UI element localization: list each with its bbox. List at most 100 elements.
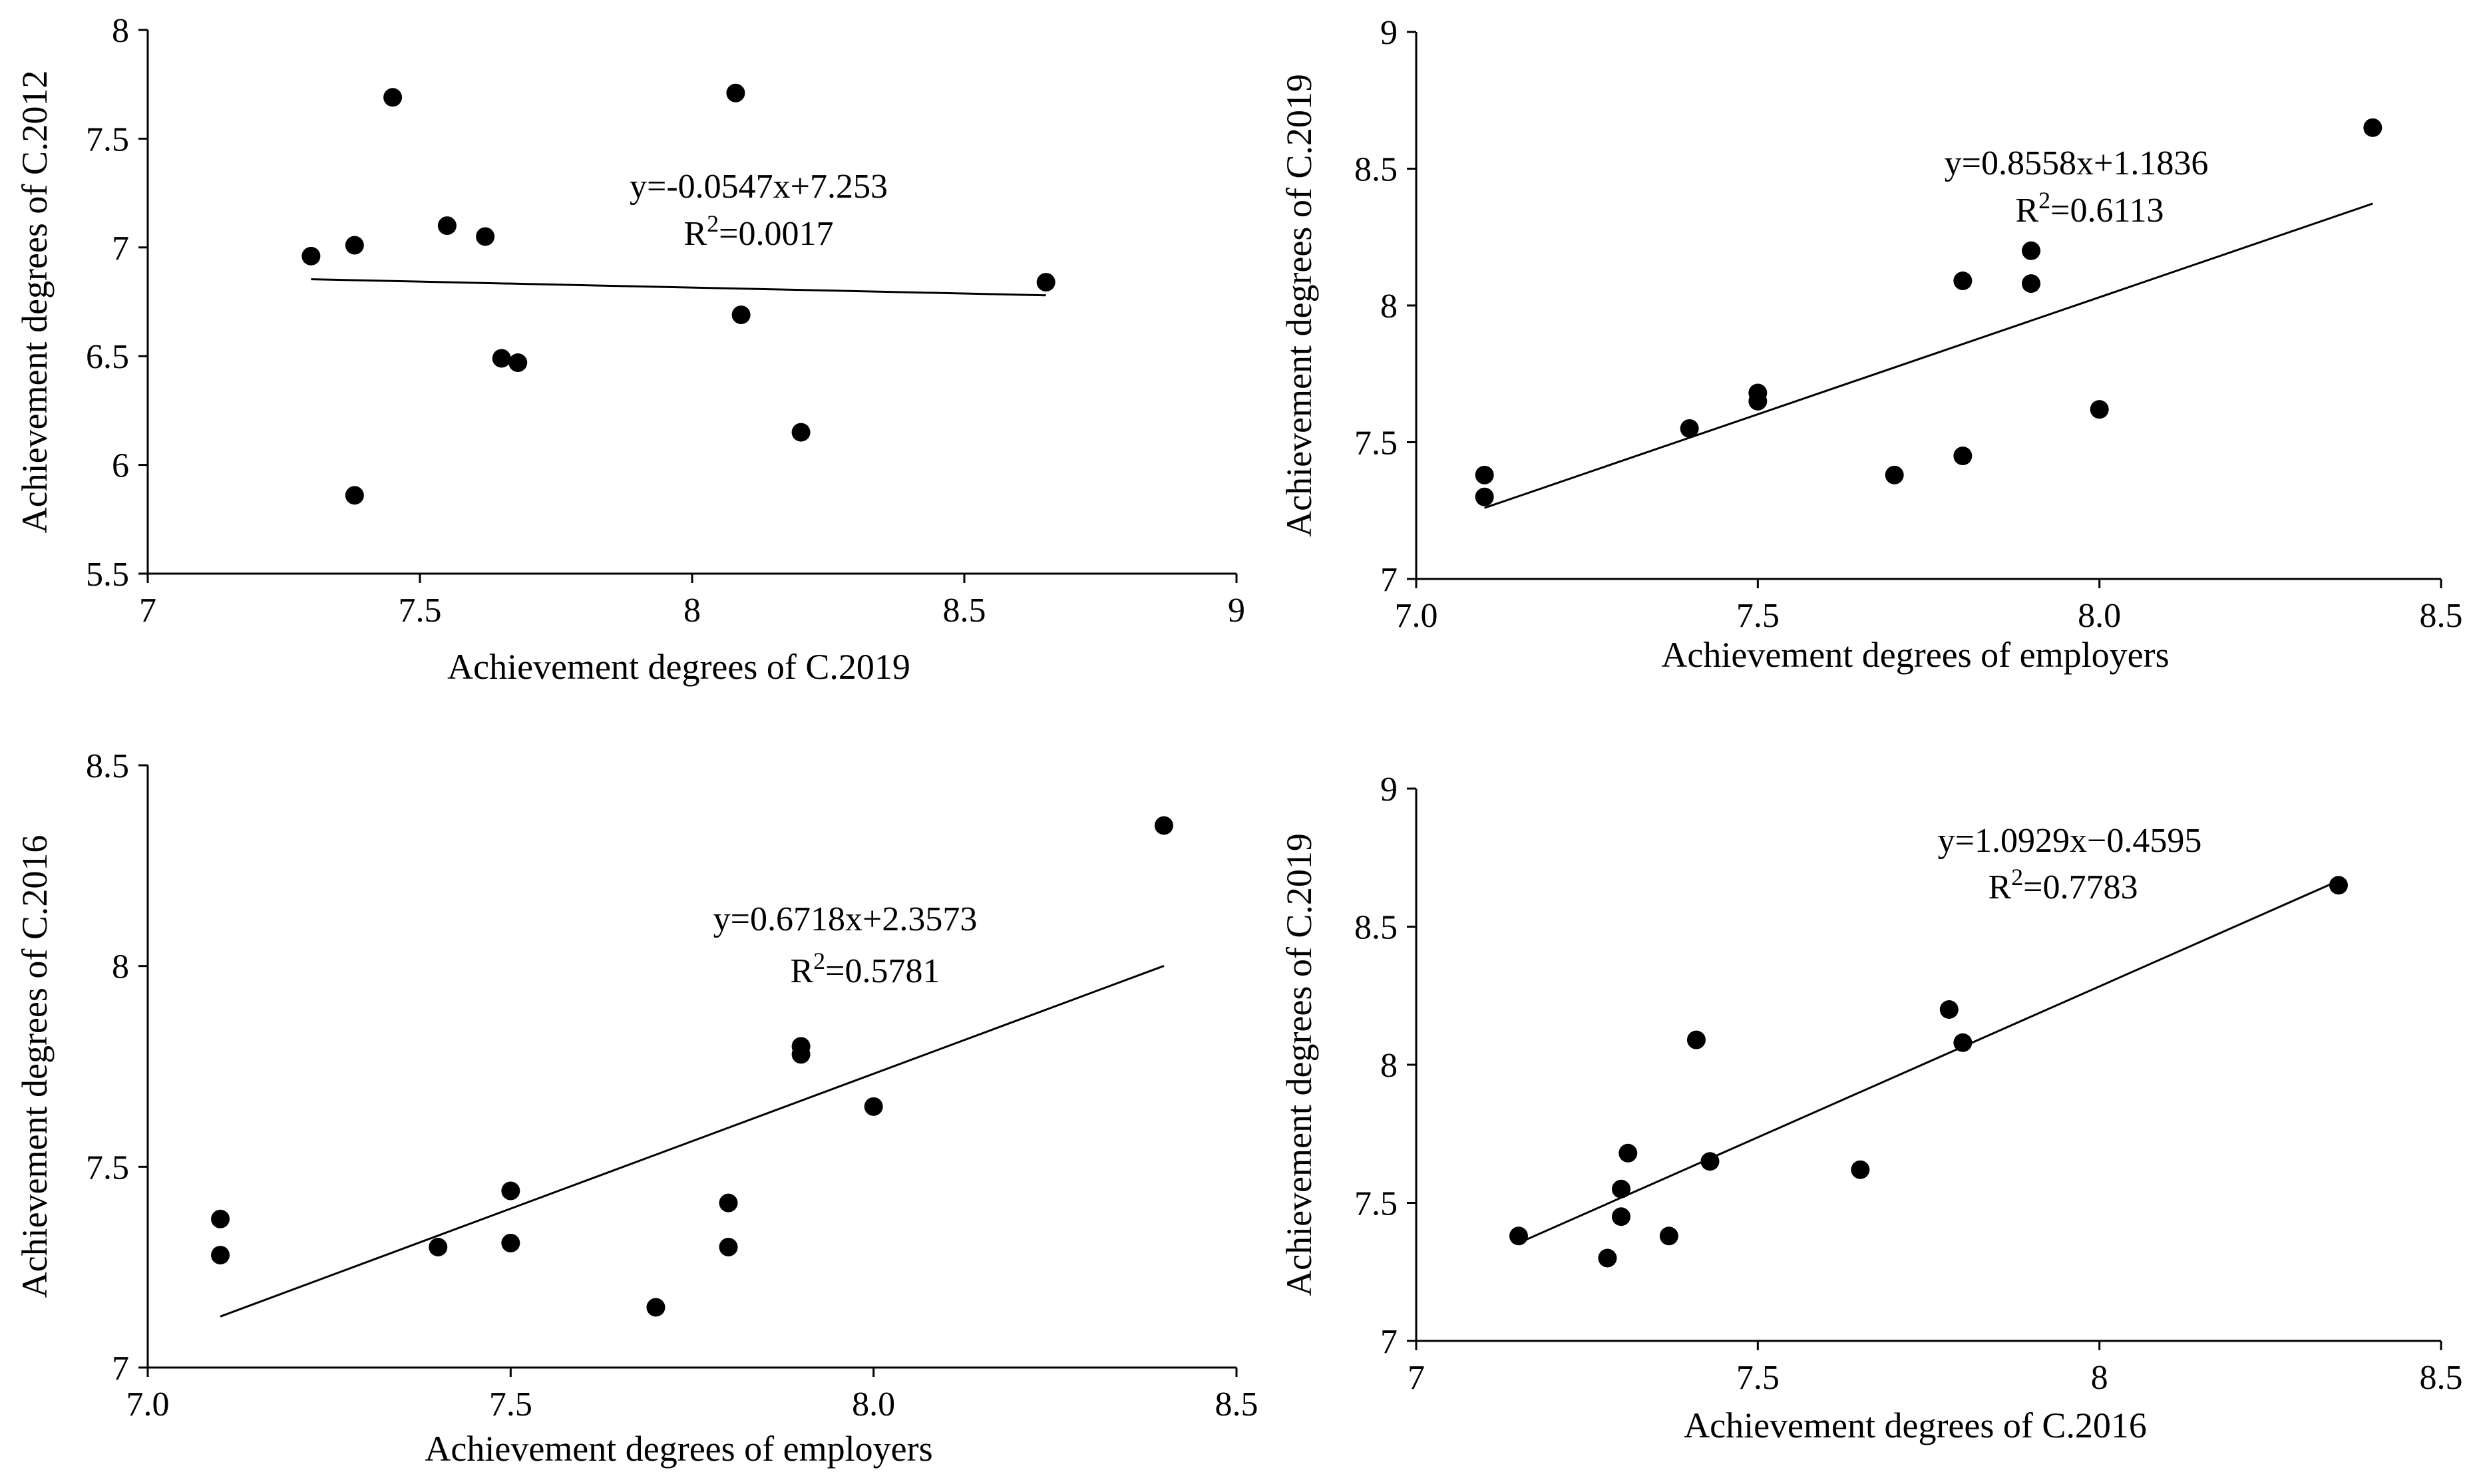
x-tick-label: 8.0 [2078, 597, 2121, 635]
data-point [1154, 816, 1173, 835]
x-tick-label: 7.5 [399, 592, 442, 630]
regression-equation: y=0.8558x+1.1836 [1945, 144, 2209, 182]
y-tick-label: 6 [112, 447, 129, 485]
data-point [1612, 1207, 1630, 1226]
y-tick-label: 7.5 [86, 120, 129, 158]
data-point [1953, 447, 1973, 466]
data-point [1700, 1152, 1720, 1171]
data-point [501, 1233, 520, 1252]
data-point [345, 486, 364, 505]
data-point [211, 1209, 230, 1228]
chart-panel-3: 7.0 7.5 8.0 8.5 7 7.5 8 8.5 Achievement degrees … [15, 747, 1258, 1469]
data-point [1939, 1000, 1959, 1019]
x-tick-label: 7.5 [489, 1386, 532, 1423]
y-axis-title: Achievement degrees of C.2019 [1279, 833, 1319, 1296]
y-tick-label: 7 [112, 1350, 129, 1388]
y-axis-title: Achievement degrees of C.2016 [15, 835, 55, 1298]
x-tick-label: 7.5 [1736, 1359, 1780, 1397]
data-point [1598, 1248, 1617, 1268]
data-point [1509, 1226, 1528, 1246]
x-tick-label: 8.5 [2420, 1359, 2463, 1397]
x-tick-label: 7.0 [126, 1386, 170, 1423]
data-point [1885, 465, 1904, 484]
x-tick-label: 8.5 [943, 592, 986, 630]
x-tick-label: 8 [683, 592, 701, 630]
chart-panel-1: 7 7.5 8 8.5 9 5.5 6 6.5 7 7.5 8 Achievement degrees… [15, 12, 1245, 687]
y-tick-label: 7 [112, 230, 129, 268]
y-tick-label: 7 [1380, 561, 1398, 599]
data-point [719, 1238, 738, 1256]
regression-equation: y=1.0929x−0.4595 [1938, 822, 2202, 860]
trend-line [1484, 202, 2373, 509]
data-point [2022, 274, 2040, 293]
y-tick-label: 7 [1380, 1323, 1398, 1361]
data-point [731, 305, 751, 325]
data-point [492, 349, 511, 368]
data-point [1618, 1143, 1638, 1163]
data-point [1612, 1179, 1630, 1199]
data-point [1748, 391, 1768, 411]
data-point [1036, 273, 1055, 292]
regression-equation: y=0.6718x+2.3573 [713, 900, 978, 938]
data-point [726, 83, 745, 102]
data-point [2329, 876, 2348, 895]
y-tick-label: 9 [1380, 771, 1398, 809]
data-point [211, 1246, 230, 1265]
data-point [646, 1298, 665, 1317]
data-point [2363, 118, 2382, 137]
chart-panel-2: 7.0 7.5 8.0 8.5 7 7.5 8 8.5 9 Achievement degrees… [1279, 14, 2463, 675]
y-tick-label: 8 [112, 12, 129, 50]
x-tick-label: 9 [1228, 592, 1245, 630]
x-tick-label: 7 [139, 592, 156, 630]
trend-line [1518, 880, 2339, 1244]
data-point [791, 423, 811, 442]
data-point [1659, 1226, 1678, 1246]
x-tick-label: 7 [1408, 1359, 1425, 1397]
data-point [437, 216, 457, 236]
data-point [1680, 419, 1699, 438]
x-tick-label: 8 [2091, 1359, 2108, 1397]
r-squared-label: R2=0.0017 [683, 210, 833, 253]
x-axis-title: Achievement degrees of C.2019 [447, 647, 910, 687]
y-tick-label: 8 [1380, 1047, 1398, 1085]
y-tick-label: 5.5 [86, 556, 129, 594]
data-point [1851, 1160, 1870, 1179]
r-squared-label: R2=0.6113 [2015, 187, 2164, 230]
data-point [301, 246, 321, 266]
y-tick-label: 8 [112, 948, 129, 986]
x-tick-label: 8.0 [852, 1386, 895, 1423]
data-point [719, 1193, 738, 1212]
data-point [429, 1238, 448, 1256]
x-tick-label: 8.5 [2420, 597, 2463, 635]
y-tick-label: 9 [1380, 14, 1398, 52]
y-tick-label: 8.5 [1354, 909, 1398, 947]
chart-panel-4: 7 7.5 8 8.5 7 7.5 8 8.5 9 Achievement degrees of … [1279, 771, 2463, 1445]
data-point [2090, 400, 2109, 419]
data-point [508, 353, 528, 373]
trend-line [220, 965, 1165, 1318]
y-axis-title: Achievement degrees of C.2019 [1279, 74, 1319, 537]
x-axis-title: Achievement degrees of employers [1661, 635, 2169, 675]
y-axis-title: Achievement degrees of C.2012 [15, 71, 55, 534]
regression-equation: y=-0.0547x+7.253 [630, 168, 888, 206]
y-tick-label: 7.5 [86, 1149, 129, 1187]
data-point [476, 227, 495, 246]
r-squared-label: R2=0.7783 [1988, 864, 2138, 906]
data-point [383, 88, 403, 107]
y-tick-label: 8 [1380, 287, 1398, 325]
data-point [1953, 272, 1973, 291]
data-point [345, 236, 364, 255]
x-tick-label: 7.0 [1395, 597, 1438, 635]
data-point [501, 1181, 520, 1201]
y-tick-label: 8.5 [86, 747, 129, 785]
y-tick-label: 6.5 [86, 338, 129, 376]
x-axis-title: Achievement degrees of C.2016 [1684, 1405, 2147, 1445]
y-tick-label: 8.5 [1354, 151, 1398, 189]
data-point [1686, 1030, 1706, 1049]
r-squared-label: R2=0.5781 [790, 948, 940, 990]
data-point [1953, 1033, 1973, 1052]
y-tick-label: 7.5 [1354, 1185, 1398, 1223]
x-tick-label: 8.5 [1215, 1386, 1258, 1423]
trend-line [311, 278, 1046, 297]
